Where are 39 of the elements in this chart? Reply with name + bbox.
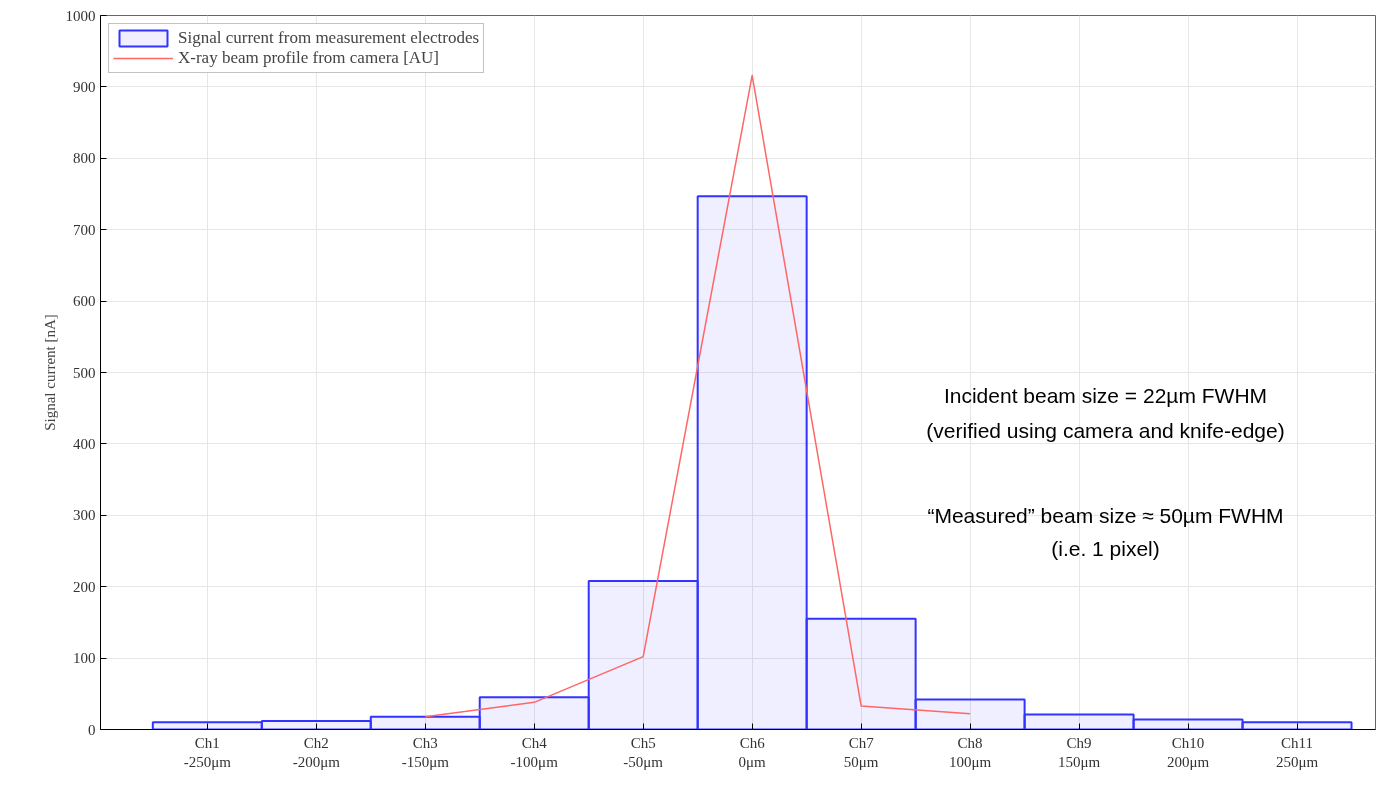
x-tick-label: Ch2 -200μm bbox=[292, 734, 341, 770]
y-tick-label: 800 bbox=[73, 150, 96, 167]
y-tick-label: 500 bbox=[73, 364, 96, 381]
x-tick-label: Ch4 -100μm bbox=[510, 734, 559, 770]
bar bbox=[151, 721, 263, 730]
y-tick-label: 900 bbox=[73, 78, 96, 95]
bar bbox=[696, 195, 808, 730]
y-tick-label: 1000 bbox=[65, 7, 96, 24]
y-tick-label: 100 bbox=[73, 650, 96, 667]
y-tick-label: 600 bbox=[73, 293, 96, 310]
legend-label: X-ray beam profile from camera [AU] bbox=[178, 48, 440, 68]
y-tick-label: 400 bbox=[73, 435, 96, 452]
x-tick-label: Ch7 50μm bbox=[843, 734, 879, 770]
x-tick-label: Ch9 150μm bbox=[1057, 734, 1101, 770]
x-tick-label: Ch6 0μm bbox=[738, 734, 767, 770]
x-tick-label: Ch5 -50μm bbox=[623, 734, 664, 770]
x-tick-label: Ch8 100μm bbox=[949, 734, 992, 770]
bar bbox=[1023, 713, 1135, 730]
x-tick-label: Ch11 250μm bbox=[1275, 734, 1319, 770]
x-tick-label: Ch10 200μm bbox=[1166, 734, 1210, 770]
annotation: “Measured” beam size ≈ 50µm FWHM bbox=[927, 504, 1284, 527]
y-tick-label: 300 bbox=[73, 507, 96, 524]
bar bbox=[805, 617, 917, 730]
y-tick-label: 700 bbox=[73, 221, 96, 238]
annotation: (verified using camera and knife-edge) bbox=[926, 419, 1285, 442]
x-tick-label: Ch1 -250μm bbox=[183, 734, 232, 770]
annotation: Incident beam size = 22µm FWHM bbox=[943, 384, 1268, 407]
bar bbox=[478, 696, 590, 730]
bar bbox=[260, 719, 372, 730]
y-tick-label: 0 bbox=[88, 721, 96, 738]
bar bbox=[914, 698, 1026, 730]
bar bbox=[1241, 721, 1353, 730]
y-tick-label: 200 bbox=[73, 578, 96, 595]
bar bbox=[369, 715, 481, 730]
x-tick-label: Ch3 -150μm bbox=[401, 734, 450, 770]
annotation: (i.e. 1 pixel) bbox=[1051, 537, 1160, 560]
y-axis-title: Signal current [nA] bbox=[41, 314, 58, 431]
bar bbox=[587, 579, 699, 730]
legend-label: Signal current from measurement electrodes bbox=[178, 28, 480, 48]
